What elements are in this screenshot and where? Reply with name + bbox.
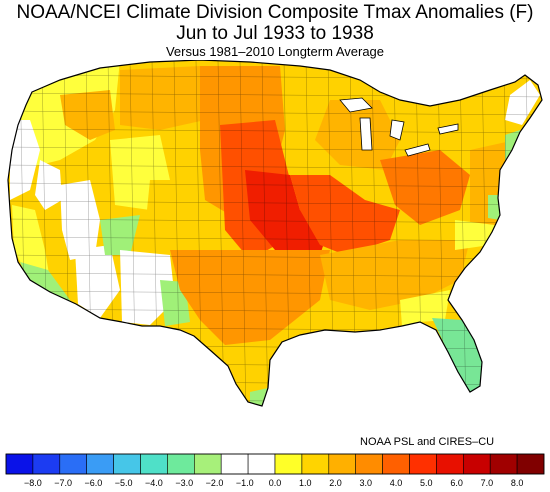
colorbar-tick-label: 8.0: [511, 478, 524, 488]
data-credit: NOAA PSL and CIRES–CU: [360, 436, 495, 448]
colorbar-tick-label: −8.0: [24, 478, 42, 488]
colorbar-tick-label: 5.0: [420, 478, 433, 488]
colorbar-tick-label: 1.0: [299, 478, 312, 488]
colorbar-box: [436, 453, 464, 475]
lake-superior: [339, 97, 373, 113]
colorbar-box: [516, 453, 545, 475]
colorbar-box: [247, 453, 276, 475]
region-oklahoma-texas: [170, 250, 330, 345]
colorbar-box: [382, 453, 410, 475]
colorbar-box: [328, 453, 356, 475]
colorbar-tick-label: 3.0: [360, 478, 373, 488]
region-kansas-core: [245, 170, 330, 255]
region-nevada: [60, 180, 100, 260]
map-subtitle: Versus 1981–2010 Longterm Average: [165, 44, 385, 59]
colorbar-tick-label: −7.0: [54, 478, 72, 488]
region-utah: [100, 215, 140, 255]
lake-ontario: [437, 123, 459, 135]
region-arizona: [75, 245, 120, 318]
region-maine: [505, 80, 540, 125]
region-florida: [432, 318, 482, 392]
colorbar-box: [409, 453, 437, 475]
colorbar-box: [301, 453, 330, 475]
region-california-coast: [12, 205, 50, 280]
anomaly-fill: [8, 60, 542, 406]
region-oregon-coast: [10, 120, 40, 200]
colorbar-box: [167, 453, 195, 475]
colorbar-box: [194, 453, 222, 475]
region-colorado: [145, 180, 205, 255]
colorbar-box: [5, 453, 34, 475]
region-new-mexico: [120, 250, 175, 325]
colorbar-box: [220, 453, 249, 475]
lake-michigan: [359, 117, 373, 151]
colorbar-box: [59, 453, 87, 475]
region-idaho-montana-west: [60, 90, 115, 140]
colorbar-box: [113, 453, 141, 475]
colorbar-box: [355, 453, 383, 475]
colorbar-tick-label: 7.0: [481, 478, 494, 488]
colorbar-frame: [5, 453, 545, 475]
colorbar-box: [86, 453, 114, 475]
colorbar-tick-label: −2.0: [206, 478, 224, 488]
colorbar-tick-label: −4.0: [145, 478, 163, 488]
lake-erie: [404, 143, 431, 157]
region-cape-cod: [505, 130, 520, 160]
map-title: NOAA/NCEI Climate Division Composite Tma…: [16, 2, 534, 23]
colorbar-tick-label: −3.0: [175, 478, 193, 488]
colorbar-tick-label: 0.0: [269, 478, 282, 488]
colorbar-tick-label: 6.0: [450, 478, 463, 488]
colorbar-tick-label: 4.0: [390, 478, 403, 488]
region-ohio-valley: [380, 150, 470, 225]
region-oregon-interior: [35, 160, 62, 210]
region-great-lakes: [315, 100, 400, 170]
region-montana: [120, 66, 205, 130]
colorbar-box: [32, 453, 61, 475]
colorbar: −8.0 −7.0 −6.0 −5.0 −4.0 −3.0 −2.0 −1.0 0.0 1.0 2.…: [5, 453, 545, 488]
colorbar-box: [140, 453, 168, 475]
region-virginia-coast: [455, 220, 495, 250]
us-climate-division-map: [7, 60, 543, 407]
colorbar-boxes: [5, 453, 545, 475]
colorbar-box: [274, 453, 303, 475]
region-georgia-coast: [400, 290, 450, 326]
lake-huron: [389, 119, 405, 141]
map-period: Jun to Jul 1933 to 1938: [176, 23, 374, 44]
region-midwest: [290, 175, 400, 255]
colorbar-tick-label: 2.0: [329, 478, 342, 488]
colorbar-box: [462, 453, 491, 475]
colorbar-tick-label: −5.0: [115, 478, 133, 488]
colorbar-ticks: −8.0 −7.0 −6.0 −5.0 −4.0 −3.0 −2.0 −1.0 0.0 1.0 2.…: [24, 478, 523, 488]
region-southeast-inland: [320, 240, 470, 310]
colorbar-tick-label: −1.0: [236, 478, 254, 488]
colorbar-box: [489, 453, 518, 475]
colorbar-tick-label: −6.0: [85, 478, 103, 488]
